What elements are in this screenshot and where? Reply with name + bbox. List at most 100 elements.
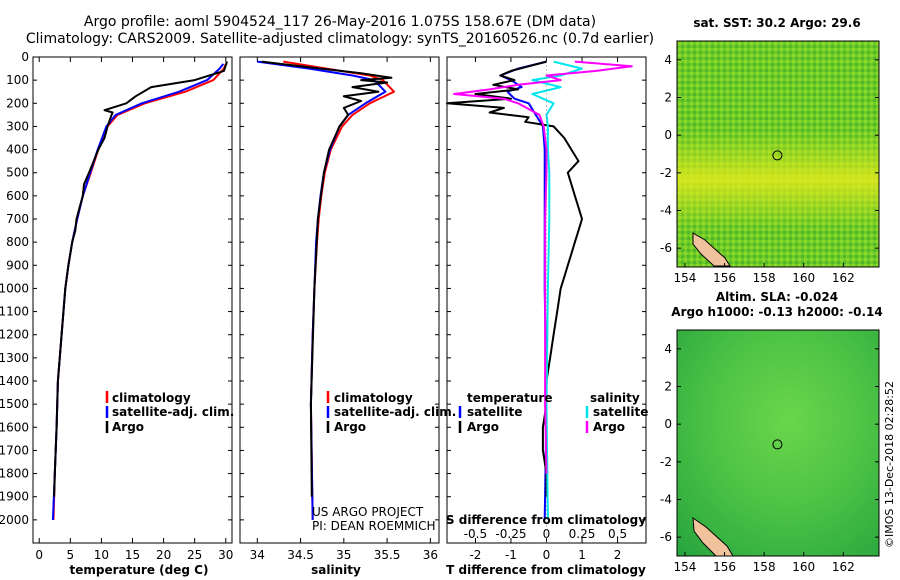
map-lat-tick-label: -6 xyxy=(660,241,672,255)
legend-label-temp-argo: Argo xyxy=(467,420,499,434)
legend-title-temperature: temperature xyxy=(467,391,552,405)
depth-tick-label: 2000 xyxy=(0,513,29,527)
depth-tick-label: 500 xyxy=(6,166,29,180)
map-lon-tick-label: 156 xyxy=(713,560,736,574)
x-tick-label: 35 xyxy=(336,548,351,562)
map-lon-tick-label: 156 xyxy=(713,271,736,285)
map-lat-tick-label: 2 xyxy=(664,91,672,105)
depth-tick-label: 1400 xyxy=(0,374,29,388)
x-tick-label: -1 xyxy=(505,548,517,562)
x-tick-label: 0 xyxy=(543,548,551,562)
difference-top-x-label: S difference from climatology xyxy=(446,513,646,527)
legend-label-sal-satellite: satellite xyxy=(593,405,648,419)
x-tick-label: 1 xyxy=(578,548,586,562)
map-lon-tick-label: 158 xyxy=(753,560,776,574)
legend-label-temp-satellite: satellite xyxy=(467,405,522,419)
map-lat-tick-label: -2 xyxy=(660,166,672,180)
series-line-satellite-adj-clim- xyxy=(257,60,387,520)
depth-tick-label: 400 xyxy=(6,143,29,157)
depth-tick-label: 100 xyxy=(6,73,29,87)
map-lat-tick-label: 2 xyxy=(664,380,672,394)
map-lat-tick-label: -4 xyxy=(660,493,672,507)
sst-warm-band xyxy=(677,130,879,230)
sla-map-frame xyxy=(676,329,880,557)
x-tick-label: 34.5 xyxy=(287,548,314,562)
credit-line-1: US ARGO PROJECT xyxy=(312,505,424,519)
legend-label-satellite: satellite-adj. clim. xyxy=(334,405,456,419)
salinity-x-label: salinity xyxy=(311,563,361,577)
x-tick-label: 35.5 xyxy=(374,548,401,562)
map-lon-tick-label: 154 xyxy=(673,271,696,285)
legend-label-climatology: climatology xyxy=(112,391,191,405)
legend-label-argo: Argo xyxy=(112,420,144,434)
depth-tick-label: 700 xyxy=(6,212,29,226)
sst-map-title: sat. SST: 30.2 Argo: 29.6 xyxy=(693,16,860,30)
top-x-tick-label: -0.25 xyxy=(495,527,526,541)
x-tick-label: -2 xyxy=(469,548,481,562)
x-tick-label: 34 xyxy=(250,548,265,562)
legend-label-climatology: climatology xyxy=(334,391,413,405)
sla-field xyxy=(677,330,879,556)
credit-line-2: PI: DEAN ROEMMICH xyxy=(312,519,435,533)
x-tick-label: 25 xyxy=(187,548,202,562)
map-lat-tick-label: 4 xyxy=(664,53,672,67)
legend-label-argo: Argo xyxy=(334,420,366,434)
x-tick-label: 5 xyxy=(66,548,74,562)
map-lat-tick-label: -6 xyxy=(660,530,672,544)
depth-tick-label: 1500 xyxy=(0,397,29,411)
sst-map xyxy=(676,40,880,268)
x-tick-label: 0 xyxy=(35,548,43,562)
map-lon-tick-label: 162 xyxy=(832,271,855,285)
legend-label-sal-argo: Argo xyxy=(593,420,625,434)
depth-tick-label: 0 xyxy=(21,50,29,64)
legend-label-satellite: satellite-adj. clim. xyxy=(112,405,234,419)
map-lon-tick-label: 154 xyxy=(673,560,696,574)
salinity-profile-plot: 34 34.5 35 35.5 36 xyxy=(240,56,439,562)
salinity-legend: climatology satellite-adj. clim. Argo xyxy=(326,391,456,434)
series-line-argo xyxy=(53,61,228,497)
difference-legend: temperature satellite Argo salinity sate… xyxy=(458,391,648,434)
legend-title-salinity: salinity xyxy=(590,391,640,405)
map-lat-tick-label: 0 xyxy=(664,417,672,431)
header-line-2: Climatology: CARS2009. Satellite-adjuste… xyxy=(26,31,654,47)
depth-tick-label: 1300 xyxy=(0,351,29,365)
sla-map-subtitle: Argo h1000: -0.13 h2000: -0.14 xyxy=(671,305,882,319)
map-lat-tick-label: 0 xyxy=(664,128,672,142)
series-line-satellite-adj-clim- xyxy=(51,63,225,520)
depth-tick-label: 1800 xyxy=(0,467,29,481)
x-tick-label: 36 xyxy=(423,548,438,562)
watermark: ©IMOS 13-Dec-2018 02:28:52 xyxy=(883,381,896,548)
argo-location-marker xyxy=(772,439,783,450)
depth-tick-label: 900 xyxy=(6,258,29,272)
x-tick-label: 15 xyxy=(125,548,140,562)
sla-map xyxy=(676,329,880,557)
sst-map-axes: 154 156 158 160 162 -6 -4 -2 0 2 4 xyxy=(660,53,879,285)
series-line-salinity-argo xyxy=(453,60,633,474)
map-lon-tick-label: 160 xyxy=(792,271,815,285)
depth-tick-label: 1100 xyxy=(0,305,29,319)
temperature-profile-plot: 0 5 10 15 20 25 30 xyxy=(33,56,233,562)
depth-tick-label: 1900 xyxy=(0,490,29,504)
top-x-tick-label: 0.5 xyxy=(608,527,627,541)
difference-profile-plot: -2 -1 0 1 2-0.5 -0.25 0 0.25 0.5 xyxy=(446,56,646,562)
sla-map-title: Altim. SLA: -0.024 xyxy=(716,290,838,304)
temperature-x-label: temperature (deg C) xyxy=(70,563,209,577)
x-tick-label: 10 xyxy=(94,548,109,562)
depth-tick-label: 1600 xyxy=(0,420,29,434)
depth-tick-label: 800 xyxy=(6,235,29,249)
argo-location-marker xyxy=(772,150,783,161)
header-line-1: Argo profile: aoml 5904524_117 26-May-20… xyxy=(84,14,596,30)
map-lon-tick-label: 160 xyxy=(792,560,815,574)
sst-map-frame xyxy=(676,40,880,268)
top-x-tick-label: 0.25 xyxy=(569,527,596,541)
depth-tick-label: 200 xyxy=(6,96,29,110)
temperature-legend: climatology satellite-adj. clim. Argo xyxy=(105,391,234,434)
depth-tick-label: 1000 xyxy=(0,281,29,295)
sla-map-axes: 154 156 158 160 162 -6 -4 -2 0 2 4 xyxy=(660,342,879,574)
depth-tick-label: 1200 xyxy=(0,328,29,342)
x-tick-label: 20 xyxy=(156,548,171,562)
series-line-temperature-argo xyxy=(446,60,583,497)
series-line-temperature-satellite xyxy=(499,60,548,520)
series-line-climatology xyxy=(52,63,227,520)
